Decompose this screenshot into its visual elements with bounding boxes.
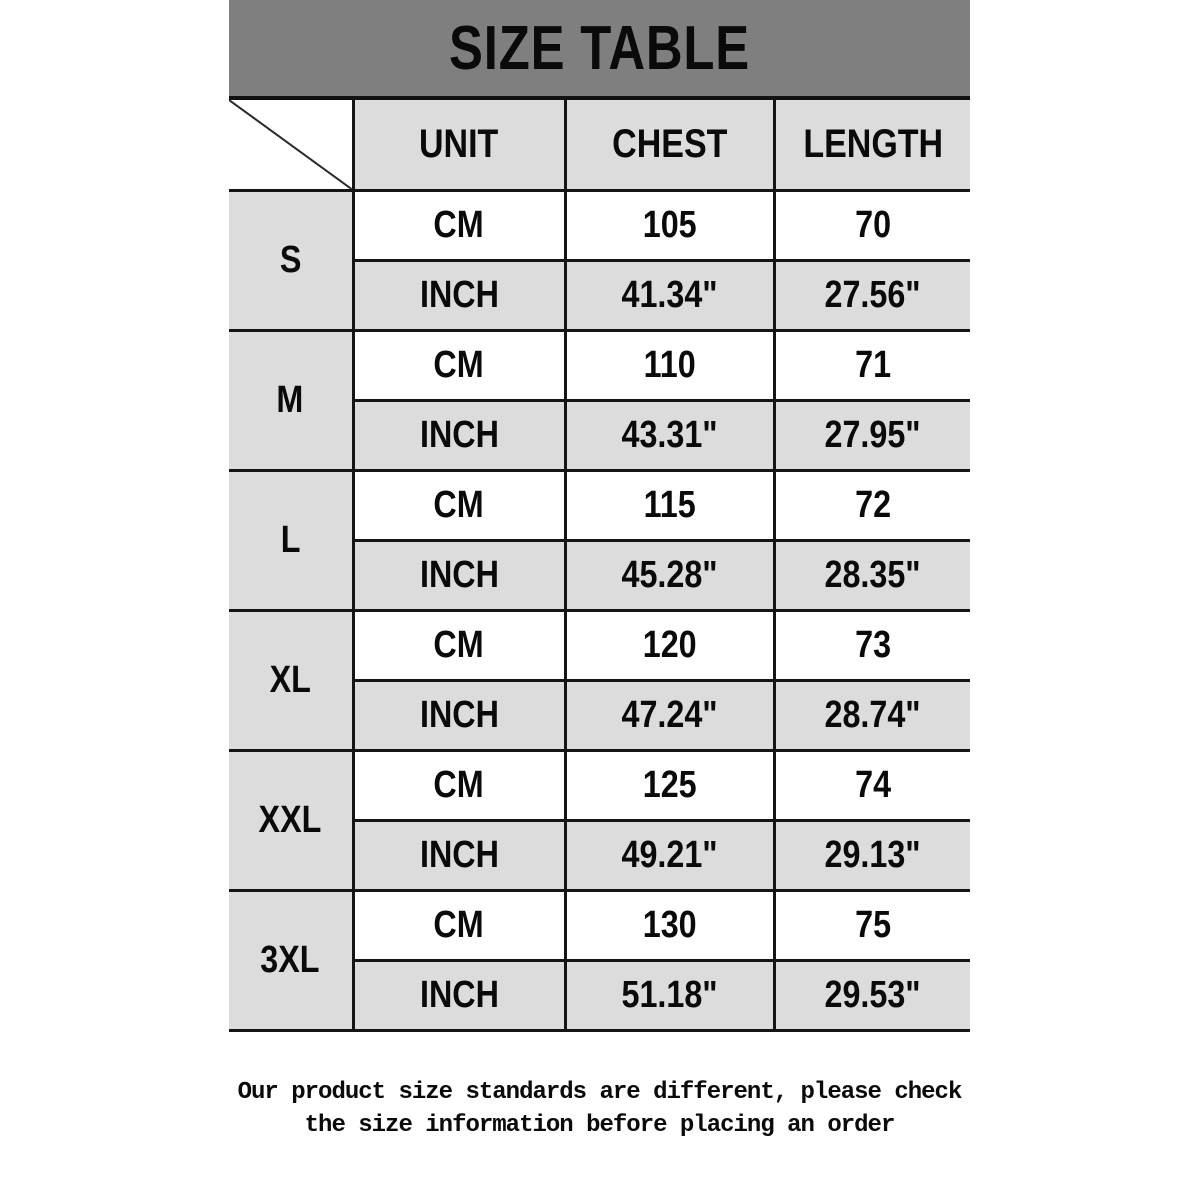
length-value: 74 (772, 749, 970, 822)
length-value: 75 (772, 889, 970, 962)
size-label-cell-xxl: XXL (229, 749, 355, 892)
table-row-m-inch: INCH 43.31" 27.95" (229, 399, 970, 472)
title-banner: SIZE TABLE (229, 0, 970, 100)
chest-value: 120 (563, 609, 776, 682)
length-value: 27.95" (772, 399, 970, 472)
length-value: 28.35" (772, 539, 970, 612)
length-value: 72 (772, 469, 970, 542)
size-label: M (276, 379, 304, 421)
table-row-xxl-inch: INCH 49.21" 29.13" (229, 819, 970, 892)
chest-value: 49.21" (563, 819, 776, 892)
size-label: XXL (258, 799, 322, 841)
size-table: UNIT CHEST LENGTH S CM 105 70 INCH 41.34… (229, 100, 970, 1032)
table-row-3xl-inch: INCH 51.18" 29.53" (229, 959, 970, 1032)
unit-cell: INCH (353, 539, 567, 612)
table-row-s-inch: INCH 41.34" 27.56" (229, 259, 970, 332)
disclaimer-line-1: Our product size standards are different… (237, 1079, 963, 1106)
header-label-chest: CHEST (611, 122, 728, 166)
unit-cell: INCH (353, 679, 567, 752)
unit-label: CM (433, 344, 485, 386)
size-label: 3XL (260, 939, 320, 981)
table-row-m-cm: M CM 110 71 (229, 329, 970, 472)
unit-label: INCH (419, 694, 499, 736)
unit-cell: INCH (353, 959, 567, 1032)
chest-value: 45.28" (563, 539, 776, 612)
diagonal-line-icon (229, 100, 352, 189)
chest-value: 125 (563, 749, 776, 822)
unit-label: CM (433, 904, 485, 946)
unit-label: CM (433, 204, 485, 246)
header-cell-unit: UNIT (351, 100, 567, 192)
table-header-row: UNIT CHEST LENGTH (229, 100, 970, 192)
length-value: 29.53" (772, 959, 970, 1032)
unit-label: INCH (419, 974, 499, 1016)
size-label-cell-l: L (229, 469, 355, 612)
table-row-l-cm: L CM 115 72 (229, 469, 970, 612)
size-label-cell-3xl: 3XL (229, 889, 355, 1032)
header-cell-length: LENGTH (772, 100, 970, 192)
size-label: S (279, 239, 302, 281)
unit-cell: CM (351, 609, 567, 682)
unit-cell: CM (351, 469, 567, 542)
chest-value: 105 (563, 189, 776, 262)
size-label: L (280, 519, 301, 561)
header-label-unit: UNIT (419, 122, 499, 166)
header-cell-chest: CHEST (563, 100, 776, 192)
unit-label: INCH (419, 414, 499, 456)
length-value: 70 (772, 189, 970, 262)
table-row-xxl-cm: XXL CM 125 74 (229, 749, 970, 892)
size-label-cell-xl: XL (229, 609, 355, 752)
table-row-xl-inch: INCH 47.24" 28.74" (229, 679, 970, 752)
unit-cell: INCH (353, 819, 567, 892)
chest-value: 41.34" (563, 259, 776, 332)
page-title: SIZE TABLE (448, 13, 750, 83)
unit-label: CM (433, 624, 485, 666)
chest-value: 110 (563, 329, 776, 402)
chest-value: 130 (563, 889, 776, 962)
unit-label: CM (433, 484, 485, 526)
unit-label: INCH (419, 554, 499, 596)
size-chart-sheet: SIZE TABLE UNIT CHEST LENGTH (229, 0, 970, 1142)
length-value: 73 (772, 609, 970, 682)
size-label-cell-m: M (229, 329, 355, 472)
chest-value: 51.18" (563, 959, 776, 1032)
unit-cell: INCH (353, 259, 567, 332)
unit-cell: INCH (353, 399, 567, 472)
chest-value: 47.24" (563, 679, 776, 752)
table-row-l-inch: INCH 45.28" 28.35" (229, 539, 970, 612)
unit-label: CM (433, 764, 485, 806)
corner-cell (229, 100, 355, 192)
table-row-s-cm: S CM 105 70 (229, 189, 970, 332)
size-disclaimer: Our product size standards are different… (229, 1076, 970, 1142)
unit-cell: CM (351, 329, 567, 402)
header-label-length: LENGTH (802, 122, 943, 166)
chest-value: 115 (563, 469, 776, 542)
length-value: 27.56" (772, 259, 970, 332)
disclaimer-line-2: the size information before placing an o… (304, 1112, 896, 1139)
unit-cell: CM (351, 189, 567, 262)
length-value: 28.74" (772, 679, 970, 752)
chest-value: 43.31" (563, 399, 776, 472)
unit-cell: CM (351, 749, 567, 822)
length-value: 29.13" (772, 819, 970, 892)
length-value: 71 (772, 329, 970, 402)
unit-cell: CM (351, 889, 567, 962)
size-label: XL (269, 659, 311, 701)
unit-label: INCH (419, 834, 499, 876)
table-row-xl-cm: XL CM 120 73 (229, 609, 970, 752)
table-row-3xl-cm: 3XL CM 130 75 (229, 889, 970, 1032)
size-label-cell-s: S (229, 189, 355, 332)
unit-label: INCH (419, 274, 499, 316)
